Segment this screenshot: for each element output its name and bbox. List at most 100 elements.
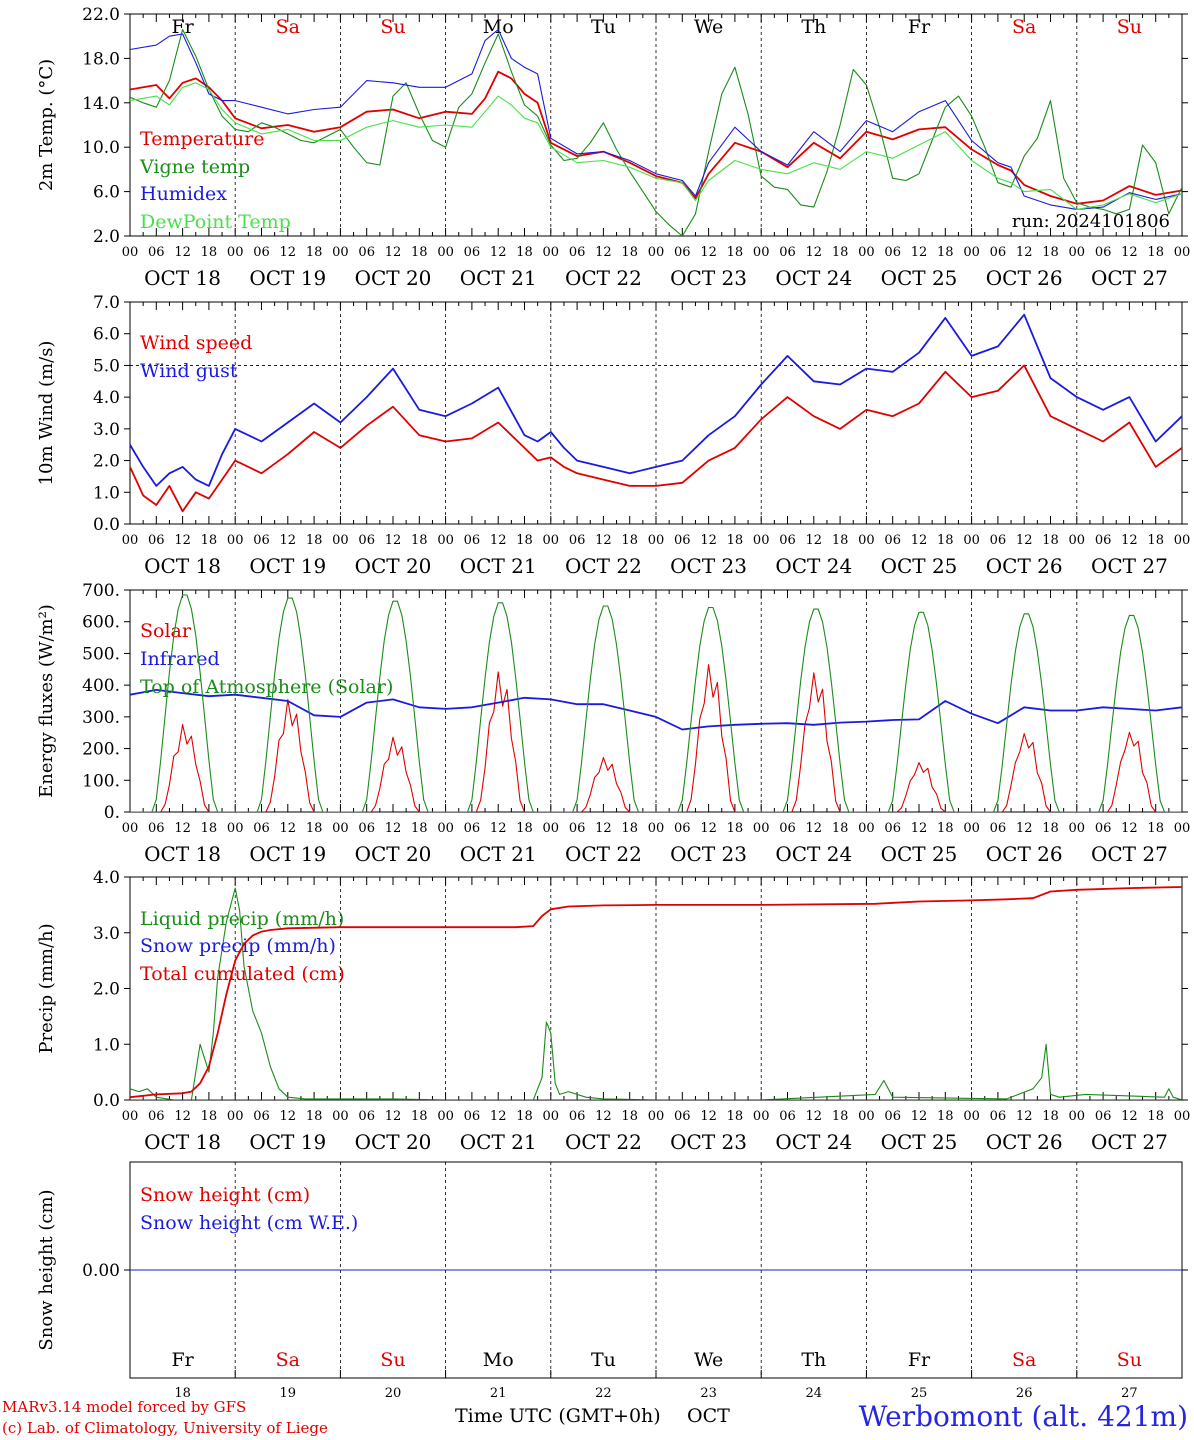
legend-entry: Liquid precip (mm/h) [140,908,344,930]
x-hour-label: 06 [674,533,691,548]
legend-entry: Top of Atmosphere (Solar) [140,676,393,698]
x-hour-label: 12 [385,1109,402,1124]
x-hour-label: 06 [779,533,796,548]
x-hour-label: 00 [122,533,139,548]
x-hour-label: 12 [280,533,297,548]
legend-entry: DewPoint Temp [140,211,291,233]
x-hour-label: 12 [1016,821,1033,836]
x-day-label: OCT 27 [1091,266,1168,290]
x-hour-label: 00 [227,821,244,836]
x-hour-label: 00 [858,1109,875,1124]
x-day-label: OCT 24 [775,266,852,290]
y-tick-label: 500. [82,644,120,664]
x-hour-label: 12 [174,245,191,260]
x-hour-label: 00 [332,245,349,260]
x-hour-label: 18 [937,1109,954,1124]
x-hour-label: 00 [753,821,770,836]
x-weekday-label: Fr [908,1349,931,1371]
x-hour-label: 06 [884,533,901,548]
series-line-infrared [130,689,1182,731]
x-hour-label: 06 [358,533,375,548]
x-hour-label: 00 [963,1109,980,1124]
x-hour-label: 06 [1095,533,1112,548]
x-hour-label: 00 [1174,821,1191,836]
x-hour-label: 00 [227,533,244,548]
x-hour-label: 00 [437,533,454,548]
x-hour-label: 12 [385,821,402,836]
x-day-label: OCT 26 [986,1130,1063,1154]
x-hour-label: 12 [280,1109,297,1124]
x-hour-label: 18 [1147,533,1164,548]
x-hour-label: 12 [911,1109,928,1124]
x-day-label: OCT 27 [1091,842,1168,866]
x-hour-label: 18 [727,533,744,548]
x-hour-label: 06 [358,245,375,260]
y-tick-label: 0. [104,803,120,823]
x-hour-label: 06 [1095,245,1112,260]
x-hour-label: 00 [437,1109,454,1124]
x-hour-label: 12 [595,533,612,548]
x-hour-label: 12 [490,821,507,836]
x-day-label: OCT 23 [670,554,747,578]
y-tick-label: 400. [82,676,120,696]
x-day-label: OCT 26 [986,554,1063,578]
x-day-label: OCT 26 [986,266,1063,290]
x-day-label: OCT 21 [460,266,537,290]
x-weekday-label: Fr [171,16,194,38]
x-hour-label: 18 [201,245,218,260]
chart-panel-energy: 0. 100. 200. 300. 400. 500. 600. 700. 00 06 12 18 00… [36,581,1190,866]
x-hour-label: 18 [1042,245,1059,260]
x-day-label: OCT 22 [565,554,642,578]
x-hour-label: 12 [700,245,717,260]
x-hour-label: 12 [385,533,402,548]
x-day-number: 23 [700,1386,717,1401]
x-hour-label: 00 [543,1109,560,1124]
x-day-label: OCT 20 [355,842,432,866]
series-line-vigne-temp [130,28,1182,236]
x-weekday-label: Fr [171,1349,194,1371]
x-hour-label: 00 [543,533,560,548]
x-hour-label: 12 [490,533,507,548]
x-hour-label: 12 [1121,533,1138,548]
x-day-label: OCT 24 [775,1130,852,1154]
x-hour-label: 00 [753,245,770,260]
x-hour-label: 00 [332,1109,349,1124]
x-hour-label: 00 [543,245,560,260]
x-weekday-label: Th [801,1349,826,1371]
x-weekday-label: Sa [276,1349,300,1371]
x-hour-label: 06 [253,533,270,548]
x-hour-label: 12 [806,821,823,836]
x-weekday-label: Mo [483,1349,514,1371]
chart-panel-precip: 0.0 1.0 2.0 3.0 4.0 00 06 12 18 00 06 12 18 00 06 12 18 0… [36,868,1190,1154]
legend-entry: Total cumulated (cm) [140,963,345,985]
y-tick-label: 6.0 [93,325,120,345]
x-hour-label: 18 [832,821,849,836]
x-day-label: OCT 20 [355,1130,432,1154]
x-weekday-label: Th [801,16,826,38]
x-hour-label: 18 [832,1109,849,1124]
y-tick-label: 1.0 [93,1035,120,1055]
x-hour-label: 00 [963,245,980,260]
x-day-label: OCT 23 [670,1130,747,1154]
x-hour-label: 12 [595,1109,612,1124]
x-hour-label: 18 [1042,821,1059,836]
x-day-label: OCT 25 [881,1130,958,1154]
y-tick-label: 22.0 [82,5,120,25]
x-hour-label: 12 [595,821,612,836]
x-hour-label: 00 [1069,1109,1086,1124]
x-day-label: OCT 19 [249,266,326,290]
x-hour-label: 18 [937,245,954,260]
x-hour-label: 12 [1121,821,1138,836]
x-hour-label: 12 [911,821,928,836]
legend-entry: Infrared [140,648,220,670]
y-axis-title: Energy fluxes (W/m²) [36,604,57,798]
series-line-liquid-precip-mm-h [130,887,1182,1100]
x-hour-label: 18 [621,1109,638,1124]
x-hour-label: 00 [648,533,665,548]
x-hour-label: 06 [990,533,1007,548]
x-hour-label: 00 [543,821,560,836]
x-day-label: OCT 19 [249,842,326,866]
x-weekday-label: We [694,16,723,38]
x-weekday-label: Su [1117,16,1142,38]
